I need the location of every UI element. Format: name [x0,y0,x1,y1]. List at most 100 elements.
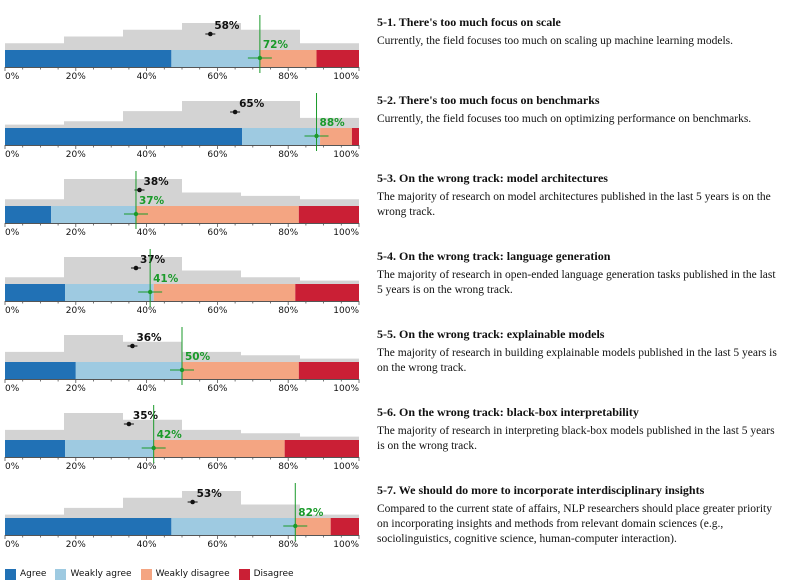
answer-bar-segment [5,284,66,301]
answer-bar-segment [5,362,76,379]
x-tick-label: 20% [66,228,86,238]
x-tick-label: 20% [66,540,86,550]
answer-bar-segment [259,50,317,67]
answer-bar-segment [135,206,299,223]
x-tick-label: 0% [5,384,20,394]
x-tick-label: 80% [278,150,298,160]
prediction-histogram-bin [241,29,300,50]
answer-bar-segment [5,440,66,457]
prediction-histogram-bin [182,101,241,128]
x-tick-label: 80% [278,384,298,394]
panel-title: 5-4. On the wrong track: language genera… [377,249,611,263]
actual-marker [151,445,156,451]
predicted-marker [130,343,135,349]
legend-swatch [55,568,67,580]
answer-bar-segment [351,128,359,145]
legend-label: Disagree [253,569,294,579]
panel-description: The majority of research in building exp… [377,347,777,374]
actual-marker [314,133,319,139]
panel-description: The majority of research in interpreting… [377,425,775,452]
prediction-histogram-bin [300,117,359,128]
actual-label: 50% [185,351,211,363]
panel-title: 5-7. We should do more to incorporate in… [377,483,705,497]
prediction-histogram-bin [64,413,123,440]
panel-description: Compared to the current state of affairs… [377,503,772,545]
x-tick-label: 40% [137,72,157,82]
actual-label: 42% [157,429,183,441]
x-tick-label: 20% [66,384,86,394]
x-tick-label: 60% [207,150,227,160]
panel-text-block: 5-5. On the wrong track: explainable mod… [377,327,782,376]
x-tick-label: 0% [5,150,20,160]
answer-bar-segment [298,362,359,379]
panel-description: Currently, the field focuses too much on… [377,113,752,125]
x-tick-label: 60% [207,228,227,238]
x-tick-label: 20% [66,72,86,82]
prediction-histogram-bin [300,280,359,284]
x-tick-label: 80% [278,72,298,82]
x-tick-label: 100% [333,72,359,82]
x-tick-label: 100% [333,306,359,316]
x-tick-label: 80% [278,462,298,472]
actual-marker [293,523,298,529]
prediction-histogram-bin [241,433,300,440]
predicted-label: 35% [133,410,159,422]
x-tick-label: 0% [5,228,20,238]
prediction-histogram-bin [300,514,359,518]
prediction-histogram-bin [64,179,123,206]
prediction-histogram-bin [123,179,182,206]
prediction-histogram-bin [123,419,182,440]
prediction-histogram-bin [5,514,64,518]
actual-marker [147,289,153,295]
x-tick-label: 100% [333,228,359,238]
panel-text-block: 5-3. On the wrong track: model architect… [377,171,782,220]
legend-item: Disagree [238,568,294,580]
x-tick-label: 80% [278,228,298,238]
prediction-histogram-bin [182,23,241,50]
prediction-histogram-bin [5,199,64,206]
answer-bar-segment [298,206,359,223]
predicted-label: 37% [140,254,166,266]
answer-bar-segment [295,284,359,301]
actual-label: 37% [139,195,165,207]
panel-text-block: 5-6. On the wrong track: black-box inter… [377,405,782,454]
x-tick-label: 0% [5,306,20,316]
x-tick-label: 20% [66,462,86,472]
prediction-histogram-bin [182,429,241,440]
answer-bar-segment [153,284,296,301]
x-tick-label: 80% [278,540,298,550]
x-tick-label: 100% [333,540,359,550]
prediction-histogram-bin [64,121,123,128]
prediction-histogram-bin [182,491,241,518]
x-tick-label: 40% [137,150,157,160]
prediction-histogram-bin [182,270,241,284]
prediction-histogram-bin [241,355,300,362]
actual-marker [257,55,263,61]
x-tick-label: 100% [333,462,359,472]
actual-marker [133,211,139,217]
prediction-histogram-bin [241,101,300,128]
x-tick-label: 20% [66,306,86,316]
actual-label: 88% [320,117,346,129]
legend-label: Weakly disagree [155,569,230,579]
prediction-histogram-bin [64,335,123,362]
answer-bar-segment [171,518,296,535]
prediction-histogram-bin [300,436,359,440]
answer-bar-segment [65,284,154,301]
prediction-histogram-bin [64,257,123,284]
prediction-histogram-bin [123,29,182,50]
predicted-label: 36% [136,332,162,344]
answer-bar-segment [295,518,331,535]
actual-label: 82% [298,507,324,519]
panel-description: The majority of research in open-ended l… [377,269,776,296]
predicted-marker [137,187,142,193]
prediction-histogram-bin [241,195,300,206]
x-tick-label: 40% [137,306,157,316]
prediction-histogram-bin [64,507,123,518]
prediction-histogram-bin [5,351,64,362]
panel-text-block: 5-7. We should do more to incorporate in… [377,483,782,547]
predicted-label: 65% [239,98,265,110]
panel-text-block: 5-1. There's too much focus on scale Curr… [377,15,782,49]
legend-item: Weakly disagree [140,568,230,580]
prediction-histogram-bin [241,277,300,284]
